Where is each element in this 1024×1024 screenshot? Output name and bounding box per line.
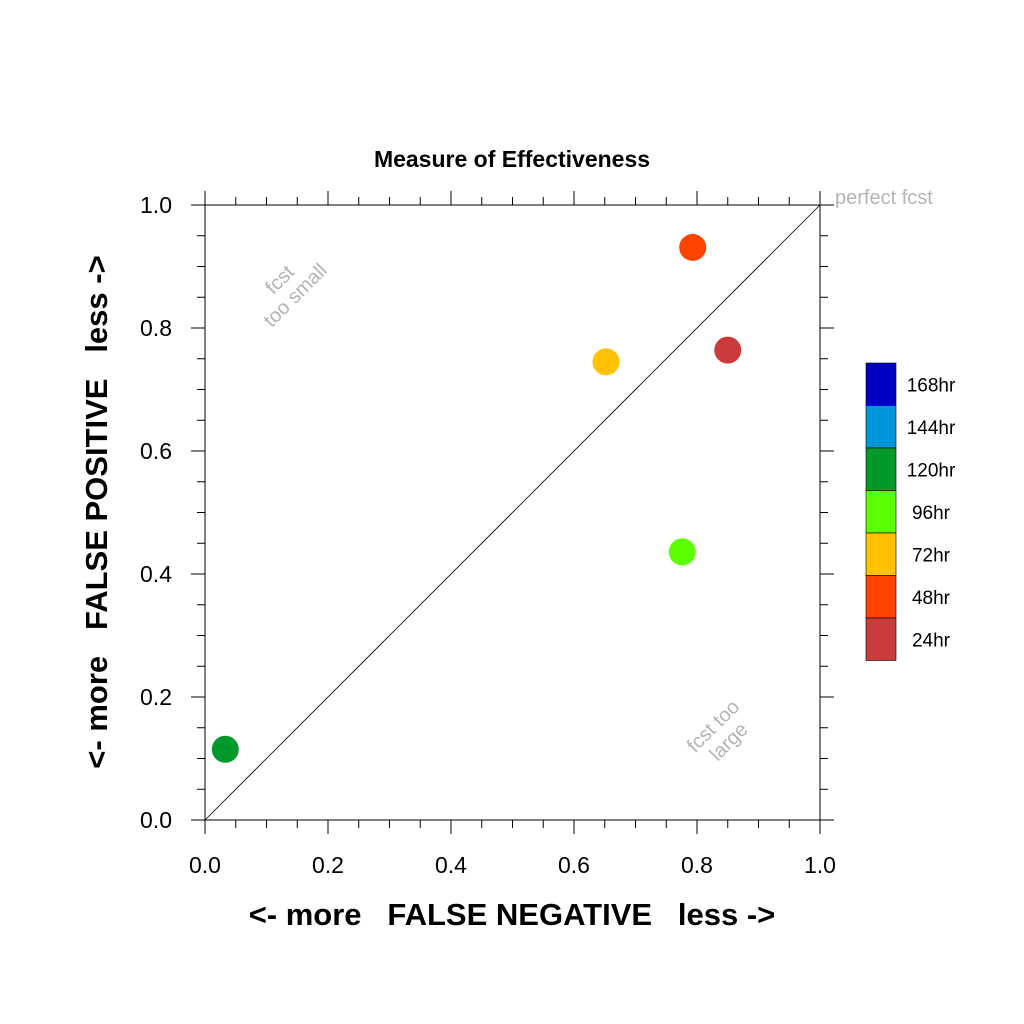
legend-label-168hr: 168hr xyxy=(907,375,956,396)
x-tick-labels: 0.0 0.2 0.4 0.6 0.8 1.0 xyxy=(189,852,836,878)
x-tick-label: 0.4 xyxy=(435,852,467,878)
x-tick-label: 0.2 xyxy=(312,852,344,878)
point-120hr xyxy=(211,735,239,763)
y-tick-label: 0.0 xyxy=(140,807,172,833)
legend-swatch-72hr xyxy=(865,532,897,576)
point-72hr xyxy=(592,348,620,376)
y-tick-label: 0.2 xyxy=(140,684,172,710)
x-tick-label: 0.6 xyxy=(558,852,590,878)
too-large-annotation: fcst too large xyxy=(683,696,753,766)
legend-swatch-48hr xyxy=(865,575,897,619)
too-small-annotation-line2: too small xyxy=(260,260,332,332)
legend-label-144hr: 144hr xyxy=(907,418,956,439)
y-tick-label: 0.4 xyxy=(140,561,172,587)
legend: 168hr 144hr 120hr 96hr 72hr 48hr 24hr xyxy=(865,362,956,661)
point-24hr xyxy=(714,336,742,364)
point-48hr xyxy=(679,233,707,261)
perfect-forecast-diagonal xyxy=(204,204,821,821)
y-tick-label: 0.8 xyxy=(140,315,172,341)
legend-swatch-96hr xyxy=(865,490,897,534)
data-points xyxy=(211,233,742,763)
legend-label-120hr: 120hr xyxy=(907,460,956,481)
x-axis-label: <- more FALSE NEGATIVE less -> xyxy=(249,897,776,932)
legend-label-48hr: 48hr xyxy=(912,588,951,609)
x-tick-label: 0.0 xyxy=(189,852,221,878)
minor-ticks xyxy=(197,197,828,828)
y-tick-label: 1.0 xyxy=(140,192,172,218)
y-axis-label: <- more FALSE POSITIVE less -> xyxy=(79,255,114,768)
legend-swatch-120hr xyxy=(865,447,897,491)
y-tick-labels: 0.0 0.2 0.4 0.6 0.8 1.0 xyxy=(140,192,172,833)
legend-swatch-24hr xyxy=(865,617,897,661)
legend-label-96hr: 96hr xyxy=(912,503,951,524)
perfect-forecast-annotation: perfect fcst xyxy=(835,187,933,209)
x-tick-label: 1.0 xyxy=(804,852,836,878)
y-tick-label: 0.6 xyxy=(140,438,172,464)
major-ticks xyxy=(191,191,834,834)
too-small-annotation: fcst too small xyxy=(260,260,332,332)
chart-title: Measure of Effectiveness xyxy=(374,146,650,172)
legend-label-24hr: 24hr xyxy=(912,630,951,651)
point-96hr xyxy=(668,538,696,566)
legend-label-72hr: 72hr xyxy=(912,545,951,566)
legend-swatch-168hr xyxy=(865,362,897,406)
x-tick-label: 0.8 xyxy=(681,852,713,878)
legend-swatch-144hr xyxy=(865,405,897,449)
